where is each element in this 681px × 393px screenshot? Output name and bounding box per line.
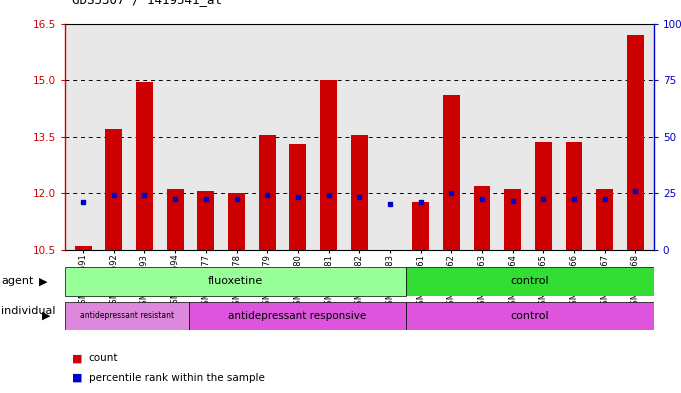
Text: individual: individual: [1, 306, 56, 316]
Bar: [473, 185, 490, 250]
Text: ▶: ▶: [42, 311, 50, 321]
Bar: [75, 246, 91, 250]
Bar: [289, 144, 306, 250]
Text: ■: ■: [72, 353, 82, 364]
Text: antidepressant responsive: antidepressant responsive: [228, 311, 366, 321]
Bar: [597, 189, 613, 250]
Bar: [406, 302, 654, 330]
Bar: [443, 95, 460, 250]
Bar: [412, 202, 429, 250]
Bar: [65, 267, 406, 296]
Text: agent: agent: [1, 276, 34, 286]
Bar: [627, 35, 644, 250]
Text: control: control: [511, 276, 549, 286]
Bar: [320, 80, 337, 250]
Text: GDS5307 / 1419541_at: GDS5307 / 1419541_at: [72, 0, 221, 6]
Bar: [259, 135, 276, 250]
Bar: [65, 302, 189, 330]
Text: percentile rank within the sample: percentile rank within the sample: [89, 373, 264, 383]
Text: ▶: ▶: [39, 276, 47, 286]
Bar: [535, 142, 552, 250]
Bar: [228, 193, 245, 250]
Bar: [167, 189, 184, 250]
Text: ■: ■: [72, 373, 82, 383]
Text: count: count: [89, 353, 118, 364]
Bar: [504, 189, 521, 250]
Text: control: control: [511, 311, 549, 321]
Bar: [136, 82, 153, 250]
Text: antidepressant resistant: antidepressant resistant: [80, 312, 174, 320]
Bar: [106, 129, 122, 250]
Bar: [197, 191, 215, 250]
Text: fluoxetine: fluoxetine: [208, 276, 263, 286]
Bar: [406, 267, 654, 296]
Bar: [565, 142, 582, 250]
Bar: [351, 135, 368, 250]
Bar: [189, 302, 406, 330]
